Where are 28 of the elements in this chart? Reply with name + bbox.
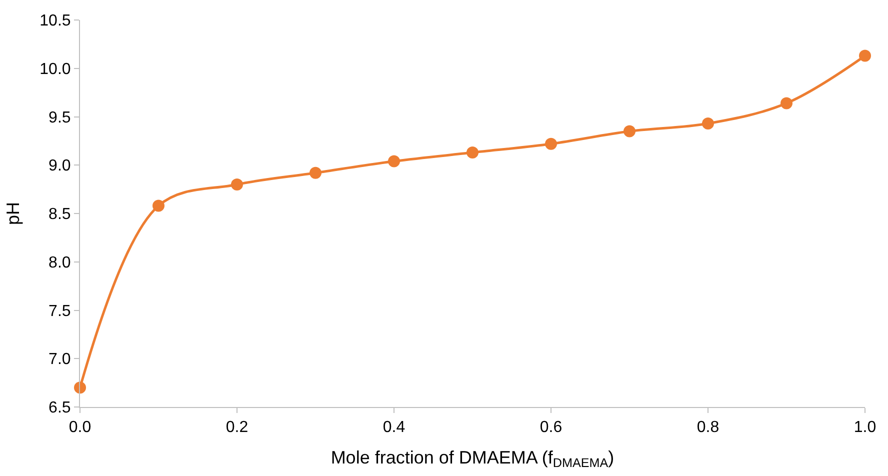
- x-tick-label: 0.6: [540, 419, 562, 436]
- point: [310, 166, 322, 179]
- point: [702, 118, 714, 130]
- y-axis-title: pH: [2, 202, 23, 226]
- y-tick-label: 6.5: [48, 400, 71, 417]
- point: [859, 50, 871, 62]
- point: [152, 200, 164, 212]
- point: [624, 125, 636, 138]
- x-tick-label: 0.2: [226, 419, 248, 436]
- y-tick-label: 10.0: [40, 60, 71, 78]
- x-tick-label: 1.0: [854, 419, 876, 436]
- point: [466, 146, 478, 159]
- point: [74, 382, 86, 394]
- y-tick-label: 7.5: [48, 302, 71, 320]
- x-axis-title: Mole fraction of DMAEMA (f$_{DMAEMA}$): [330, 447, 614, 470]
- y-tick-label: 8.5: [48, 206, 71, 224]
- point: [780, 97, 792, 110]
- y-tick-label: 10.5: [40, 12, 71, 30]
- y-tick-label: 9.5: [48, 109, 71, 126]
- point: [545, 138, 557, 150]
- y-tick-label: 8.0: [48, 254, 71, 272]
- point: [388, 155, 400, 168]
- x-tick-label: 0.8: [696, 419, 720, 436]
- y-tick-label: 7.0: [48, 351, 71, 368]
- x-tick-label: 0.0: [68, 419, 92, 436]
- point: [231, 178, 243, 190]
- y-tick-label: 9.0: [48, 158, 71, 175]
- x-tick-label: 0.4: [382, 419, 406, 436]
